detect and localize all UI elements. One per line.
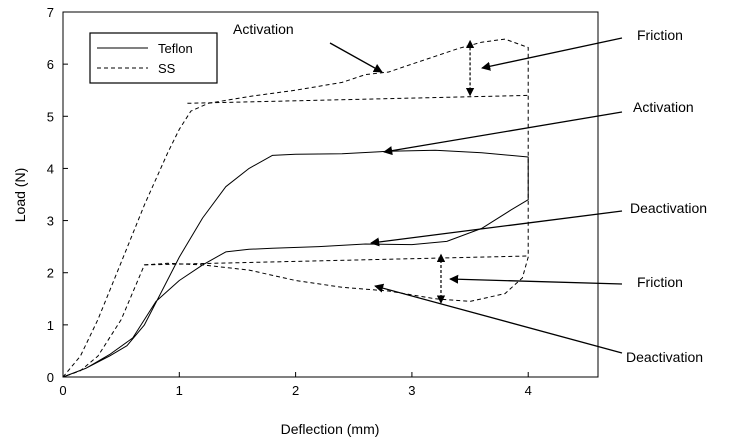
series-layer: [62, 38, 529, 378]
y-tick-label: 0: [47, 370, 54, 385]
x-tick-label: 2: [292, 383, 299, 398]
x-axis-label: Deflection (mm): [281, 421, 380, 437]
y-tick-label: 4: [47, 161, 54, 176]
legend-label-ss: SS: [158, 61, 176, 76]
annotation-label-friction-top: Friction: [637, 27, 683, 43]
series-line-baseline-2: [187, 94, 529, 104]
annotation-arrow-deactivation-mid: [370, 210, 623, 247]
series-line-teflon: [62, 149, 529, 378]
annotation-label-deactivation-mid: Deactivation: [630, 200, 707, 216]
x-tick-label: 4: [525, 383, 532, 398]
annotation-label-deactivation-bottom: Deactivation: [626, 349, 703, 365]
series-line-baseline-3: [144, 255, 529, 266]
y-axis-label: Load (N): [12, 168, 28, 222]
x-tick-label: 1: [176, 383, 183, 398]
annotation-arrow-friction-top: [481, 37, 623, 71]
annotation-label-friction-bottom: Friction: [637, 274, 683, 290]
annotation-arrow-deactivation-bottom: [374, 283, 623, 354]
y-tick-label: 1: [47, 318, 54, 333]
friction-markers: [436, 39, 475, 304]
series-line-ss: [62, 38, 529, 378]
x-tick-label: 3: [408, 383, 415, 398]
x-tick-label: 0: [59, 383, 66, 398]
annotations: Activation Friction Activation Deactivat…: [233, 21, 707, 365]
y-axis: 0 1 2 3 4 5 6 7: [47, 5, 68, 385]
y-tick-label: 6: [47, 57, 54, 72]
legend-label-teflon: Teflon: [158, 41, 193, 56]
legend-box: [89, 32, 218, 84]
annotation-label-activation-top: Activation: [233, 21, 294, 37]
plot-frame: [62, 11, 599, 378]
annotation-arrow-activation-mid: [383, 111, 623, 156]
annotation-arrow-friction-bottom: [449, 274, 623, 285]
y-tick-label: 2: [47, 266, 54, 281]
y-tick-label: 3: [47, 214, 54, 229]
x-axis: 0 1 2 3 4: [59, 372, 532, 398]
annotation-label-activation-mid: Activation: [633, 99, 694, 115]
y-tick-label: 5: [47, 109, 54, 124]
legend: Teflon SS: [89, 32, 218, 84]
y-tick-label: 7: [47, 5, 54, 20]
annotation-arrow-activation-top: [329, 42, 383, 73]
